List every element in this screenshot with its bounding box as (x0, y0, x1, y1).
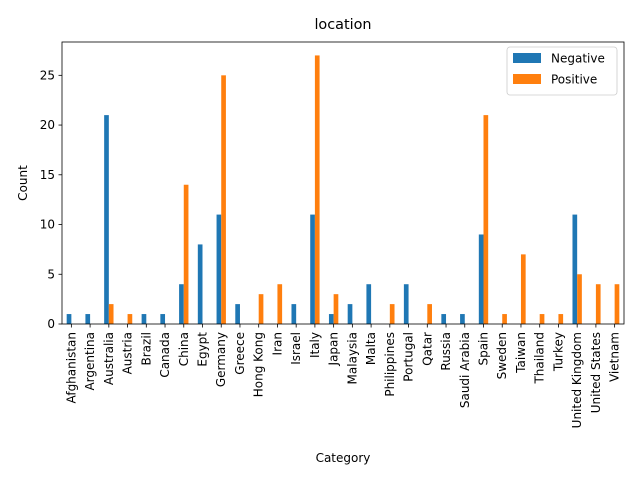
bar-negative-canada (160, 314, 166, 324)
x-tick-label: Greece (233, 332, 247, 375)
bar-positive-taiwan (520, 254, 526, 324)
x-tick-label: Italy (308, 332, 322, 358)
y-tick-label: 10 (40, 218, 55, 232)
bar-positive-philippines (389, 304, 395, 324)
bar-positive-china (183, 184, 189, 324)
legend-swatch-positive (513, 74, 541, 84)
chart-title: location (314, 17, 371, 33)
x-axis: Afghanistan Argentina Australia Austria Braz… (64, 324, 622, 428)
x-tick-label: Hong Kong (252, 332, 266, 397)
bar-negative-israel (291, 304, 297, 324)
bar-negative-malaysia (347, 304, 353, 324)
bar-negative-china (179, 284, 184, 324)
x-tick-label: Israel (289, 332, 303, 365)
x-tick-label: Thailand (533, 332, 547, 385)
x-tick-label: Australia (102, 332, 116, 385)
bar-negative-argentina (85, 314, 91, 324)
bar-positive-austria (127, 314, 133, 324)
legend-label-negative: Negative (551, 52, 605, 66)
bar-negative-portugal (403, 284, 409, 324)
x-tick-label: Philippines (383, 332, 397, 397)
x-tick-label: Iran (270, 332, 284, 355)
y-tick-label: 25 (40, 68, 55, 82)
bar-positive-turkey (558, 314, 564, 324)
bar-positive-australia (108, 304, 114, 324)
bar-positive-united-kingdom (577, 274, 582, 324)
x-tick-label: Afghanistan (64, 332, 78, 403)
x-tick-label: Russia (439, 332, 453, 371)
legend-label-positive: Positive (551, 73, 597, 87)
x-tick-label: Malta (364, 332, 378, 365)
bars-group (66, 55, 620, 325)
bar-negative-saudi-arabia (460, 314, 465, 324)
bar-negative-spain (478, 234, 484, 324)
bar-positive-qatar (427, 304, 432, 324)
y-tick-label: 20 (40, 118, 55, 132)
bar-negative-malta (366, 284, 372, 324)
bar-negative-japan (328, 314, 334, 324)
x-tick-label: Austria (121, 332, 135, 374)
bar-negative-brazil (141, 314, 147, 324)
bar-negative-greece (235, 304, 240, 324)
y-tick-label: 5 (47, 267, 55, 281)
y-axis-label: Count (16, 165, 30, 201)
bar-negative-united-kingdom (572, 214, 578, 324)
x-tick-label: Germany (214, 332, 228, 387)
x-tick-label: Spain (477, 332, 491, 366)
bar-positive-sweden (502, 314, 507, 324)
bar-positive-thailand (539, 314, 545, 324)
x-tick-label: Portugal (402, 332, 416, 382)
x-tick-label: Vietnam (608, 332, 622, 382)
y-tick-label: 0 (47, 317, 55, 331)
bar-positive-japan (333, 294, 339, 324)
bar-negative-afghanistan (66, 314, 72, 324)
x-tick-label: Turkey (551, 332, 565, 372)
x-axis-label: Category (316, 451, 371, 465)
x-tick-label: Canada (158, 332, 172, 378)
bar-negative-germany (216, 214, 222, 324)
x-tick-label: Malaysia (345, 332, 359, 384)
bar-negative-egypt (197, 244, 203, 324)
bar-positive-italy (314, 55, 320, 325)
bar-negative-australia (104, 115, 109, 324)
x-tick-label: United Kingdom (570, 332, 584, 428)
bar-positive-hong-kong (258, 294, 264, 324)
bar-positive-united-states (595, 284, 601, 324)
bar-negative-russia (441, 314, 447, 324)
x-tick-label: Sweden (495, 332, 509, 379)
x-tick-label: Qatar (420, 332, 434, 366)
x-tick-label: Saudi Arabia (458, 332, 472, 408)
y-tick-label: 15 (40, 168, 55, 182)
legend-swatch-negative (513, 53, 541, 63)
bar-positive-germany (221, 75, 226, 324)
x-tick-label: United States (589, 332, 603, 413)
bar-positive-spain (483, 115, 489, 324)
bar-negative-italy (310, 214, 315, 324)
x-tick-label: Japan (327, 332, 341, 366)
plot-frame (61, 41, 625, 325)
x-tick-label: Taiwan (514, 332, 528, 374)
x-tick-label: Egypt (196, 332, 210, 367)
bar-positive-vietnam (614, 284, 620, 324)
x-tick-label: China (177, 332, 191, 366)
x-tick-label: Argentina (83, 332, 97, 391)
x-tick-label: Brazil (139, 332, 153, 366)
y-axis: 0 5 10 15 20 25 (40, 68, 62, 331)
bar-positive-iran (277, 284, 283, 324)
legend: Negative Positive (506, 46, 618, 96)
